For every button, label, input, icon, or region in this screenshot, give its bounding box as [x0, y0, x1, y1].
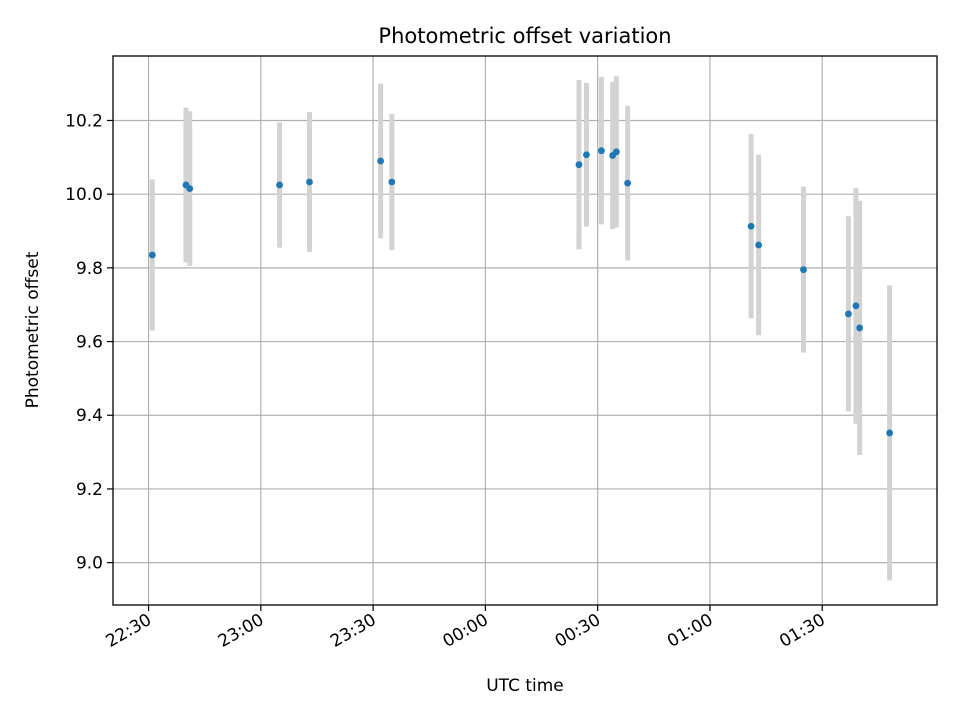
y-tick-label: 9.2 [76, 480, 103, 500]
chart-title: Photometric offset variation [378, 24, 671, 48]
y-axis-ticks: 9.0 9.2 9.4 9.6 9.8 10.0 10.2 [65, 111, 113, 574]
y-tick-label: 9.0 [76, 554, 103, 574]
data-point [747, 222, 755, 230]
grid-lines [113, 56, 937, 605]
data-point [148, 251, 156, 259]
data-point [852, 302, 860, 310]
data-point [388, 178, 396, 186]
data-point [845, 310, 852, 318]
data-point [755, 241, 763, 249]
data-point [377, 157, 384, 165]
x-axis-label: UTC time [486, 676, 564, 696]
plot-area-frame [112, 55, 938, 606]
y-tick-label: 9.8 [76, 259, 103, 279]
data-point [612, 148, 620, 156]
y-tick-label: 10.0 [65, 185, 103, 205]
data-point [856, 324, 864, 332]
data-point [306, 178, 313, 186]
data-points [148, 147, 893, 437]
y-tick-label: 9.6 [76, 333, 103, 353]
y-axis-label: Photometric offset [23, 251, 43, 408]
y-tick-label: 9.4 [76, 406, 103, 426]
data-point [186, 185, 194, 193]
data-point [598, 147, 605, 155]
data-point [575, 161, 583, 169]
data-point [886, 429, 893, 437]
data-point [583, 151, 590, 159]
y-tick-label: 10.2 [65, 111, 103, 131]
data-point [624, 179, 632, 187]
data-point [276, 181, 283, 189]
data-point [800, 266, 807, 274]
